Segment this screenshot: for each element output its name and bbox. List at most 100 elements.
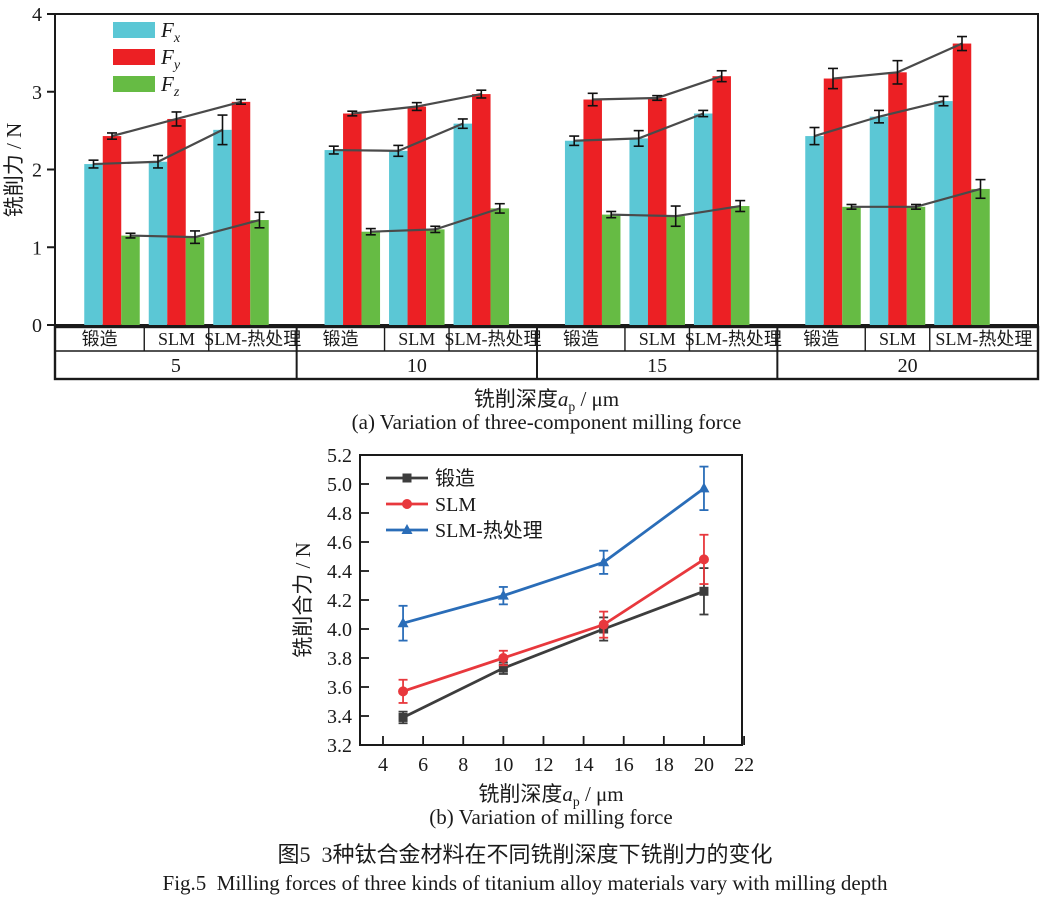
bar-Fx-d15-m0 <box>564 140 584 325</box>
chart-b-xlabel-unit: / μm <box>579 782 624 806</box>
bar-Fx-d10-m0 <box>324 150 344 325</box>
bar-Fy-d5-m1 <box>167 118 186 326</box>
error-bar <box>809 126 820 146</box>
bar-Fy-d15-m1 <box>647 97 667 325</box>
chart-b-xlabel-subscript: p <box>572 794 580 810</box>
error-bar <box>587 92 598 107</box>
x-tick-label: 12 <box>533 754 553 776</box>
material-cell-label: SLM-热处理 <box>935 329 1032 349</box>
chart-b-plot: 3.2 3.4 3.6 3.8 4.0 4.2 4.4 4.6 4.8 5.0 5.2 4 6 8 10 12… <box>327 445 754 776</box>
bar-Fz-d15-m1 <box>666 216 685 325</box>
legend-label-Fz: Fz <box>160 72 180 100</box>
bar-Fz-d10-m2 <box>490 208 510 325</box>
chart-a-subtitle: (a) Variation of three-component milling… <box>351 410 742 434</box>
bar-Fz-d20-m0 <box>842 206 861 325</box>
y-tick-label: 3.4 <box>327 706 352 728</box>
error-bar <box>957 35 967 52</box>
error-bar <box>874 109 884 124</box>
error-bar <box>494 202 505 214</box>
bar-Fx-d5-m0 <box>84 164 103 325</box>
y-tick-label: 3.2 <box>327 735 352 757</box>
chart-a-xlabel-text: 铣削深度 <box>473 387 558 411</box>
error-bar <box>217 114 228 146</box>
error-bar <box>88 159 99 169</box>
material-cell-label: SLM-热处理 <box>685 329 782 349</box>
bar-Fz-d15-m0 <box>601 214 621 325</box>
material-cell-label: SLM <box>398 329 435 349</box>
legend-label-SLM-热处理: SLM-热处理 <box>435 519 543 542</box>
bar-Fz-d15-m2 <box>730 206 750 325</box>
material-cell-label: SLM <box>158 329 195 349</box>
series-line-SLM-热处理 <box>402 487 705 625</box>
error-bar <box>457 118 468 130</box>
series-line-SLM <box>402 558 705 693</box>
material-cell-label: SLM-热处理 <box>204 329 301 349</box>
data-point-SLM-热处理-x20 <box>698 482 710 493</box>
y-tick-label: 3 <box>32 82 42 104</box>
error-bar <box>125 232 136 239</box>
error-bar <box>606 210 617 219</box>
error-bar <box>828 67 838 90</box>
bar-Fx-d10-m2 <box>453 123 473 325</box>
y-tick-label: 4 <box>32 4 42 26</box>
bar-Fy-d10-m1 <box>407 106 427 326</box>
error-bar <box>393 144 404 158</box>
data-point-SLM-x10 <box>498 653 509 663</box>
legend-swatch-Fy <box>113 49 155 65</box>
chart-a-xlabel-symbol: a <box>557 387 569 411</box>
error-bar <box>190 230 200 245</box>
error-bar <box>328 145 339 155</box>
depth-cell-label: 20 <box>898 355 918 377</box>
data-point-SLM-热处理-x5 <box>397 617 409 628</box>
bar-Fy-d5-m0 <box>102 136 122 325</box>
material-cell-label: 锻造 <box>323 329 359 349</box>
data-point-SLM-x15 <box>598 619 609 630</box>
bar-Fy-d20-m1 <box>888 72 907 325</box>
error-bar <box>652 94 663 102</box>
bar-Fy-d20-m0 <box>823 78 843 325</box>
data-point-锻造-x5 <box>398 712 408 722</box>
chart-a-xlabel-subscript: p <box>568 399 576 415</box>
material-cell-label: 锻造 <box>82 329 118 349</box>
figure-caption-en: Fig.5 Milling forces of three kinds of t… <box>162 871 888 895</box>
chart-b-xlabel-text: 铣削深度 <box>478 782 563 806</box>
y-tick-label: 3.6 <box>327 677 352 699</box>
material-cell-label: 锻造 <box>563 329 599 349</box>
bar-Fy-d10-m2 <box>472 94 491 326</box>
x-tick-label: 20 <box>694 754 714 776</box>
chart-a-xlabel-unit: / μm <box>575 387 620 411</box>
legend-marker-SLM <box>402 499 412 509</box>
legend-marker-SLM-热处理 <box>401 524 413 534</box>
legend-label-锻造: 锻造 <box>435 467 475 490</box>
y-tick-label: 1 <box>32 237 42 259</box>
bar-Fz-d5-m1 <box>185 237 205 325</box>
error-bar <box>938 95 949 107</box>
x-tick-label: 14 <box>574 754 594 776</box>
depth-cell-label: 5 <box>171 355 181 377</box>
y-tick-label: 4.6 <box>327 532 352 554</box>
depth-cell-label: 15 <box>647 355 667 377</box>
error-bar <box>171 111 182 127</box>
y-tick-label: 5.0 <box>327 474 352 496</box>
bar-Fx-d5-m2 <box>213 129 232 325</box>
y-tick-label: 4.2 <box>327 590 352 612</box>
bar-Fz-d5-m2 <box>250 220 269 325</box>
error-bar <box>698 109 709 118</box>
bar-Fx-d20-m2 <box>934 101 953 325</box>
y-tick-label: 4.8 <box>327 503 352 525</box>
material-cell-label: SLM <box>879 329 916 349</box>
data-point-SLM-热处理-x15 <box>598 556 610 567</box>
error-bar <box>975 178 986 200</box>
depth-cell-label: 10 <box>407 355 427 377</box>
legend-label-SLM: SLM <box>435 494 476 516</box>
legend-marker-锻造 <box>402 473 412 483</box>
error-bar <box>735 199 746 213</box>
error-bar <box>153 154 163 169</box>
legend-swatch-Fx <box>113 22 155 38</box>
bar-Fx-d15-m2 <box>693 113 713 326</box>
chart-b-subtitle: (b) Variation of milling force <box>429 805 673 829</box>
legend-label-Fx: Fx <box>160 18 181 46</box>
material-cell-label: SLM-热处理 <box>445 329 542 349</box>
material-cell-label: SLM <box>639 329 676 349</box>
